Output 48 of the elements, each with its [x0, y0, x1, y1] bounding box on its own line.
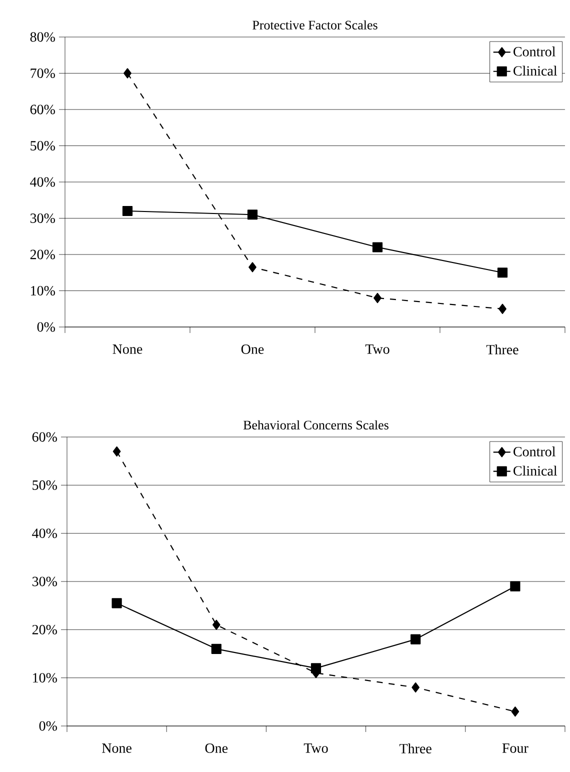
point: [112, 446, 121, 456]
point: [247, 210, 258, 220]
y-tick-label: 20%: [30, 250, 55, 260]
point: [248, 262, 256, 272]
point: [497, 268, 508, 278]
y-tick-label: 30%: [30, 214, 55, 224]
point: [374, 292, 382, 304]
point: [310, 663, 322, 674]
y-tick-label: 10%: [33, 673, 57, 683]
x-tick-label: One: [205, 744, 228, 753]
point: [498, 304, 506, 314]
x-tick-label: Two: [304, 744, 328, 753]
x-tick-label: None: [102, 744, 132, 753]
point: [511, 706, 520, 717]
point: [122, 206, 133, 216]
x-tick-label: None: [112, 344, 142, 354]
y-tick-label: 60%: [30, 104, 55, 114]
legend-label: Control: [514, 46, 556, 56]
point: [372, 242, 383, 252]
x-tick-label: Four: [502, 744, 528, 753]
y-tick-label: 50%: [30, 141, 55, 151]
y-tick-label: 60%: [32, 432, 57, 442]
point: [112, 598, 122, 608]
x-tick-label: Two: [365, 344, 390, 354]
y-tick-label: 40%: [32, 528, 57, 538]
y-tick-label: 20%: [32, 624, 57, 634]
y-tick-label: 10%: [31, 286, 55, 296]
point: [124, 68, 132, 78]
x-tick-label: Three: [400, 744, 432, 754]
x-tick-label: One: [241, 344, 264, 354]
chart-title: Protective Factor Scales: [252, 20, 378, 30]
point: [410, 634, 421, 644]
y-tick-label: 70%: [30, 68, 55, 78]
y-tick-label: 50%: [32, 480, 57, 490]
point: [412, 682, 420, 693]
legend-label: Clinical: [514, 466, 558, 476]
x-tick-label: Three: [486, 344, 518, 354]
legend-label: Clinical: [514, 66, 558, 76]
point: [510, 581, 520, 592]
y-tick-label: 40%: [30, 177, 55, 187]
point: [212, 620, 220, 630]
y-tick-label: 0%: [39, 721, 57, 731]
legend-label: Control: [514, 446, 556, 456]
y-tick-label: 80%: [30, 32, 55, 42]
y-tick-label: 30%: [32, 576, 57, 586]
point: [211, 644, 222, 654]
y-tick-label: 0%: [37, 322, 55, 332]
chart-title: Behavioral Concerns Scales: [243, 420, 388, 430]
